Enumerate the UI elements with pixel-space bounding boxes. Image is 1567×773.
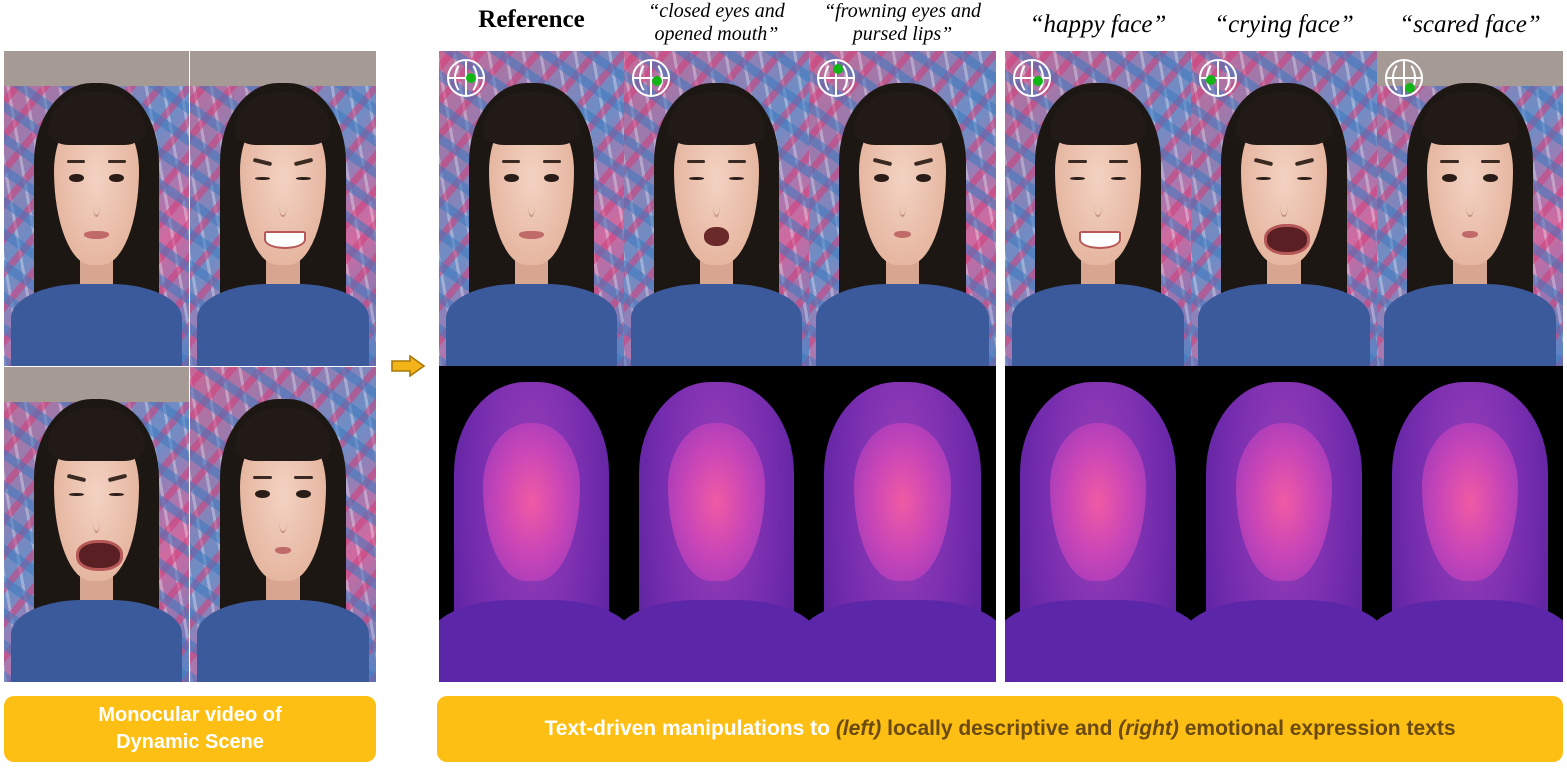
orientation-gizmo-icon	[1013, 59, 1051, 97]
orientation-gizmo-icon	[1199, 59, 1237, 97]
banner-text-3: locally descriptive and	[881, 717, 1119, 740]
input-frame-2	[190, 51, 376, 366]
result-rgb-scared	[1377, 51, 1563, 366]
banner-text-left: (left)	[835, 717, 882, 740]
caption-frowning-eyes-pursed-lips: “frowning eyes and pursed lips”	[823, 0, 982, 45]
caption-scared-face: “scared face”	[1399, 11, 1541, 38]
caption-closed-eyes-opened-mouth: “closed eyes and opened mouth”	[648, 0, 785, 45]
result-rgb-crying	[1191, 51, 1377, 366]
result-rgb-reference	[439, 51, 624, 366]
result-density-scared	[1377, 366, 1563, 682]
orientation-gizmo-icon	[817, 59, 855, 97]
input-caption-line1: Monocular video of	[98, 704, 282, 726]
caption-crying-face: “crying face”	[1214, 11, 1354, 38]
result-density-happy	[1005, 366, 1191, 682]
orientation-gizmo-icon	[447, 59, 485, 97]
right-arrow-icon	[391, 355, 426, 377]
result-density-frowning	[809, 366, 996, 682]
banner-text-1: Text-driven manipulations to	[544, 717, 836, 740]
result-rgb-closed-eyes	[624, 51, 809, 366]
input-caption-line2: Dynamic Scene	[116, 731, 264, 753]
result-rgb-frowning	[809, 51, 996, 366]
result-density-reference	[439, 366, 624, 682]
input-frame-1	[4, 51, 189, 366]
banner-text-right: (right)	[1118, 717, 1179, 740]
orientation-gizmo-icon	[1385, 59, 1423, 97]
banner-text-5: emotional expression texts	[1178, 717, 1456, 740]
results-caption-banner: Text-driven manipulations to (left) loca…	[437, 696, 1563, 762]
result-density-crying	[1191, 366, 1377, 682]
result-density-closed-eyes	[624, 366, 809, 682]
input-caption-banner: Monocular video of Dynamic Scene	[4, 696, 376, 762]
caption-reference: Reference	[478, 6, 585, 33]
input-frame-4	[190, 367, 376, 682]
result-rgb-happy	[1005, 51, 1191, 366]
input-frame-3	[4, 367, 189, 682]
orientation-gizmo-icon	[632, 59, 670, 97]
caption-happy-face: “happy face”	[1029, 11, 1167, 38]
